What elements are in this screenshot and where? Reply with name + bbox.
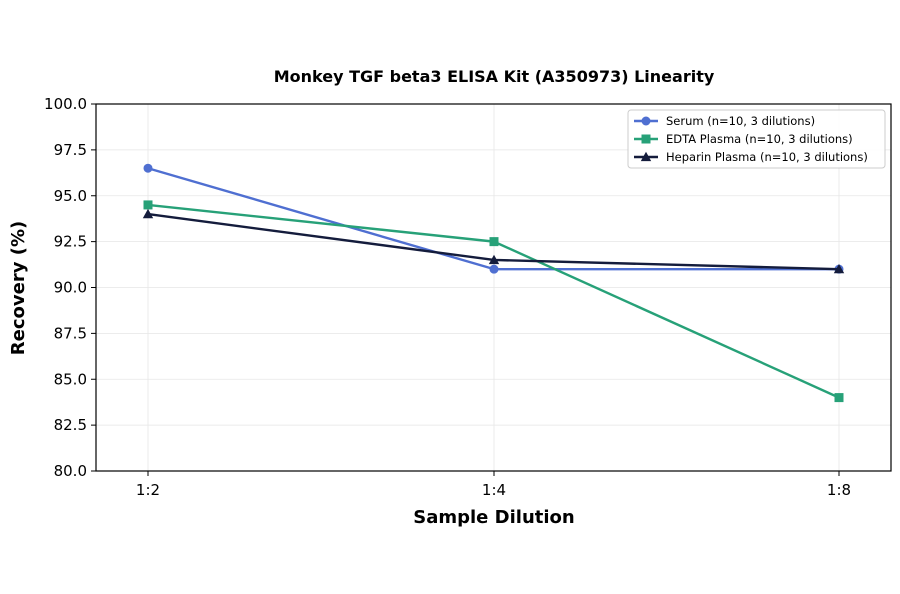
legend: Serum (n=10, 3 dilutions) EDTA Plasma (n=… bbox=[627, 109, 886, 169]
legend-item: Serum (n=10, 3 dilutions) bbox=[634, 114, 815, 128]
data-point bbox=[834, 393, 844, 403]
legend-item: EDTA Plasma (n=10, 3 dilutions) bbox=[634, 132, 853, 146]
data-point bbox=[142, 208, 154, 219]
y-tick-label: 87.5 bbox=[54, 324, 87, 342]
x-tick-label: 1:2 bbox=[136, 481, 160, 499]
data-point bbox=[489, 264, 499, 274]
y-tick-label: 80.0 bbox=[54, 462, 87, 480]
y-tick-label: 90.0 bbox=[54, 279, 87, 297]
data-point bbox=[143, 200, 153, 210]
legend-marker bbox=[641, 134, 651, 144]
legend-marker bbox=[640, 151, 652, 162]
chart-title: Monkey TGF beta3 ELISA Kit (A350973) Lin… bbox=[274, 67, 715, 86]
series-line bbox=[147, 167, 839, 271]
data-point bbox=[143, 163, 153, 173]
legend-label: Serum (n=10, 3 dilutions) bbox=[666, 114, 815, 128]
y-tick-label: 95.0 bbox=[54, 187, 87, 205]
x-axis-label: Sample Dilution bbox=[413, 507, 574, 528]
legend-box bbox=[627, 109, 886, 169]
legend-label: Heparin Plasma (n=10, 3 dilutions) bbox=[666, 150, 868, 164]
series-3 bbox=[142, 208, 845, 274]
series-layer bbox=[142, 163, 845, 403]
data-point bbox=[488, 254, 500, 265]
series-2 bbox=[143, 200, 844, 403]
y-tick-label: 85.0 bbox=[54, 370, 87, 388]
y-tick-label: 100.0 bbox=[44, 95, 87, 113]
y-axis-label: Recovery (%) bbox=[8, 221, 29, 355]
x-tick-label: 1:4 bbox=[482, 481, 506, 499]
legend-item: Heparin Plasma (n=10, 3 dilutions) bbox=[634, 150, 868, 164]
x-tick-label: 1:8 bbox=[827, 481, 851, 499]
data-point bbox=[489, 237, 499, 247]
legend-label: EDTA Plasma (n=10, 3 dilutions) bbox=[666, 132, 853, 146]
series-line bbox=[147, 203, 840, 399]
y-tick-label: 97.5 bbox=[54, 141, 87, 159]
axis-ticks: 80.0 82.5 85.0 87.5 90.0 92.5 95.0 97.5 100.0 1:2… bbox=[44, 95, 851, 499]
y-tick-label: 82.5 bbox=[54, 416, 87, 434]
y-tick-label: 92.5 bbox=[54, 233, 87, 251]
data-point bbox=[833, 263, 845, 274]
legend-marker bbox=[641, 116, 651, 126]
